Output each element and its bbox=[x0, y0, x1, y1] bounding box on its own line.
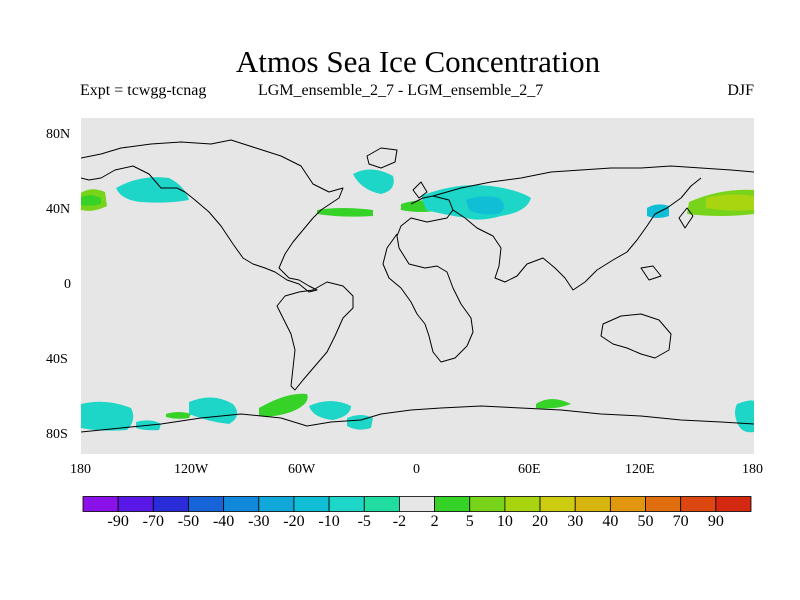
colorbar-label: -70 bbox=[142, 513, 164, 530]
lat-tick-label: 0 bbox=[64, 277, 71, 292]
coastlines bbox=[81, 139, 754, 433]
lon-tick-label: 180 bbox=[70, 462, 91, 477]
colorbar-box bbox=[645, 496, 682, 512]
colorbar-label: -90 bbox=[107, 513, 129, 530]
lon-tick-label: 180 bbox=[742, 462, 763, 477]
lon-tick-label: 60W bbox=[288, 462, 316, 477]
colorbar-label: 30 bbox=[567, 513, 584, 530]
world-map bbox=[81, 118, 754, 454]
colorbar-box bbox=[82, 496, 119, 512]
colorbar-box bbox=[399, 496, 435, 512]
colorbar-label: -10 bbox=[318, 513, 340, 530]
colorbar-box bbox=[574, 496, 611, 512]
colorbar-label: 90 bbox=[707, 513, 724, 530]
lon-tick-label: 120E bbox=[625, 462, 655, 477]
colorbar-label: -2 bbox=[392, 513, 407, 530]
colorbar-box bbox=[680, 496, 717, 512]
colorbar-box bbox=[258, 496, 295, 512]
lat-tick-label: 40N bbox=[46, 202, 71, 217]
comparison-label: LGM_ensemble_2_7 - LGM_ensemble_2_7 bbox=[258, 82, 544, 99]
colorbar-label: -50 bbox=[177, 513, 200, 530]
colorbar-label: -5 bbox=[357, 513, 371, 530]
anomaly-shading bbox=[81, 169, 754, 433]
colorbar-box bbox=[469, 496, 506, 512]
colorbar-label: -20 bbox=[283, 513, 305, 530]
colorbar-label: 2 bbox=[430, 513, 439, 530]
colorbar-label: 70 bbox=[672, 513, 689, 530]
experiment-label: Expt = tcwgg-tcnag bbox=[80, 82, 207, 99]
lon-tick-label: 60E bbox=[518, 462, 541, 477]
lat-tick-label: 80S bbox=[46, 427, 68, 442]
colorbar-box bbox=[504, 496, 541, 512]
lat-tick-label: 80N bbox=[46, 127, 71, 142]
colorbar-label: -40 bbox=[212, 513, 235, 530]
colorbar-label: -30 bbox=[248, 513, 270, 530]
colorbar-box bbox=[223, 496, 260, 512]
lon-tick-label: 120W bbox=[174, 462, 209, 477]
colorbar-box bbox=[188, 496, 225, 512]
plot-title: Atmos Sea Ice Concentration bbox=[235, 44, 601, 79]
colorbar-box bbox=[328, 496, 365, 512]
colorbar-box bbox=[293, 496, 330, 512]
colorbar bbox=[82, 496, 752, 512]
colorbar-box bbox=[539, 496, 576, 512]
colorbar-label: 5 bbox=[465, 513, 474, 530]
colorbar-box bbox=[152, 496, 189, 512]
colorbar-label: 50 bbox=[637, 513, 654, 530]
lat-tick-label: 40S bbox=[46, 352, 68, 367]
colorbar-box bbox=[434, 496, 471, 512]
colorbar-box bbox=[363, 496, 400, 512]
colorbar-label: 10 bbox=[496, 513, 513, 530]
colorbar-box bbox=[609, 496, 646, 512]
colorbar-label: 40 bbox=[602, 513, 619, 530]
map-background bbox=[81, 118, 754, 454]
colorbar-box bbox=[715, 496, 752, 512]
colorbar-label: 20 bbox=[532, 513, 549, 530]
colorbar-box bbox=[117, 496, 154, 512]
season-label: DJF bbox=[727, 82, 754, 99]
lon-tick-label: 0 bbox=[413, 462, 420, 477]
